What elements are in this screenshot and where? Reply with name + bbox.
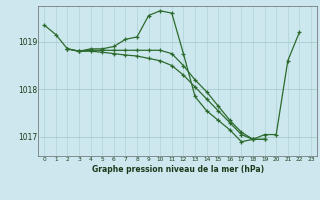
X-axis label: Graphe pression niveau de la mer (hPa): Graphe pression niveau de la mer (hPa) [92, 165, 264, 174]
